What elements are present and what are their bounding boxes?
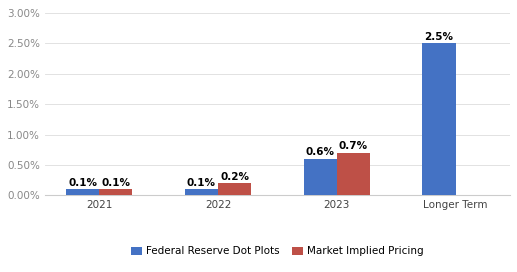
Bar <box>185 189 218 196</box>
Bar <box>303 159 337 196</box>
Text: 0.2%: 0.2% <box>220 172 249 182</box>
Text: 0.6%: 0.6% <box>306 147 334 157</box>
Text: 0.1%: 0.1% <box>101 178 130 188</box>
Text: 0.7%: 0.7% <box>339 141 368 151</box>
Text: 2.5%: 2.5% <box>424 32 453 42</box>
Text: 0.1%: 0.1% <box>187 178 216 188</box>
Legend: Federal Reserve Dot Plots, Market Implied Pricing: Federal Reserve Dot Plots, Market Implie… <box>127 242 428 261</box>
Bar <box>337 153 370 196</box>
Bar <box>218 183 251 196</box>
Bar <box>99 189 132 196</box>
Bar <box>422 44 455 196</box>
Text: 0.1%: 0.1% <box>68 178 97 188</box>
Bar <box>66 189 99 196</box>
